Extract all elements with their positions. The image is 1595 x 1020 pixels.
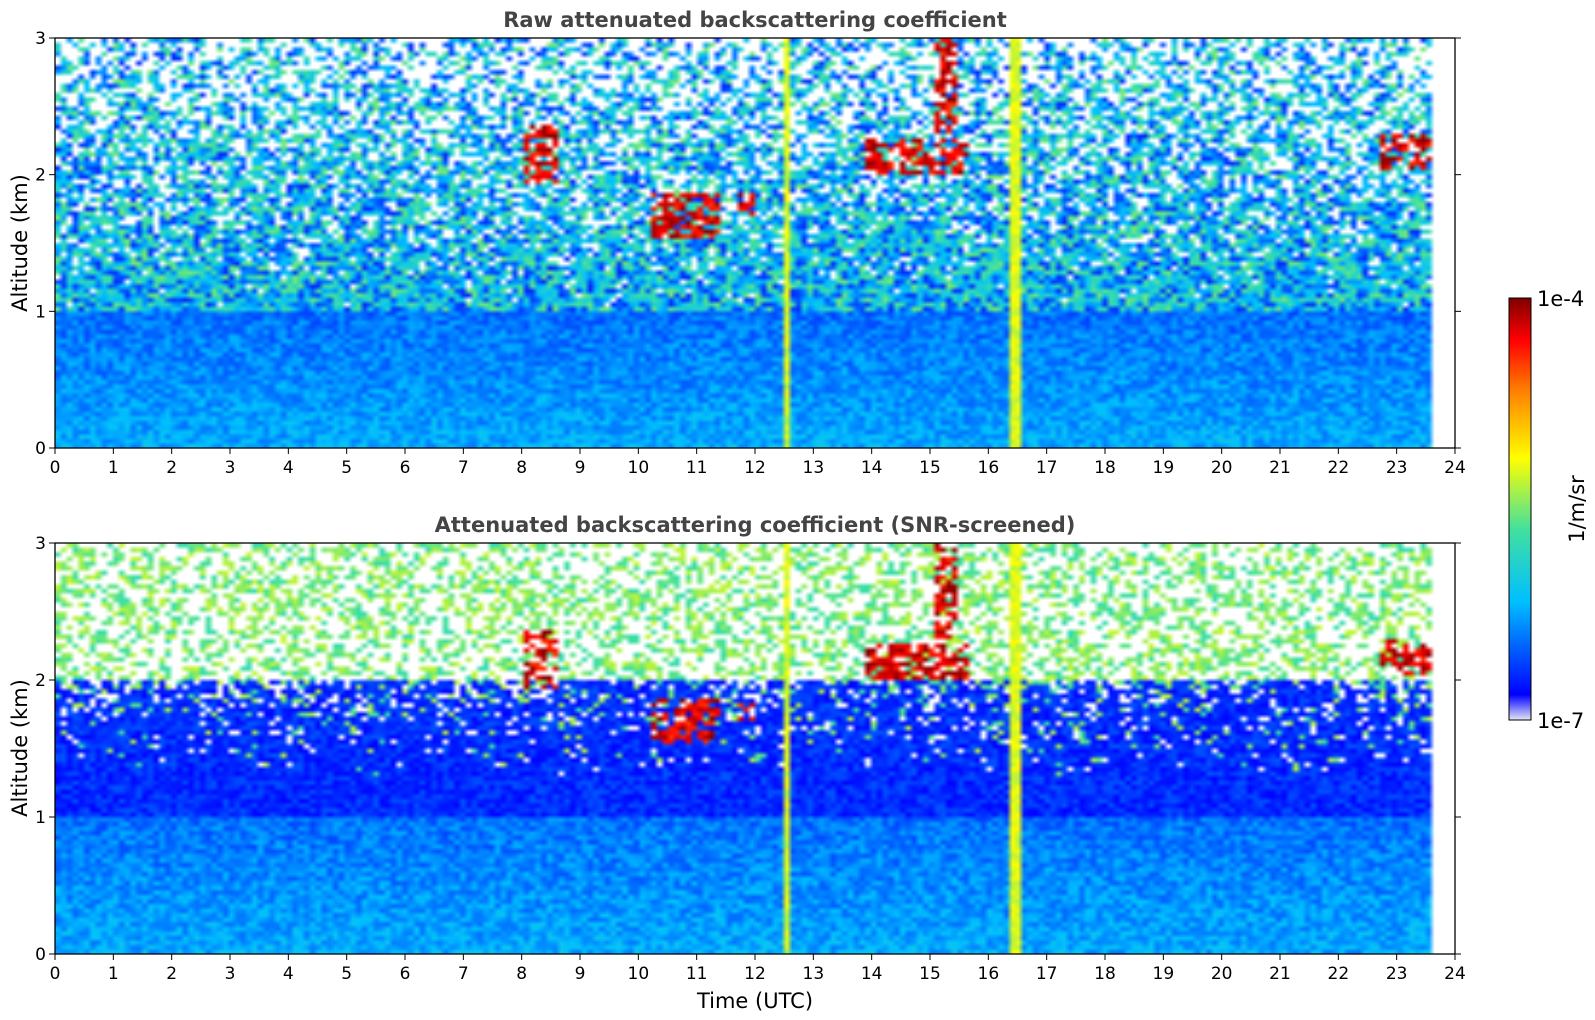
x-tick-label: 22 <box>1328 458 1350 478</box>
panel-screened: Attenuated backscattering coefficient (S… <box>8 513 1466 1013</box>
x-tick-label: 24 <box>1444 458 1466 478</box>
x-tick-label: 22 <box>1328 964 1350 984</box>
x-tick-label: 19 <box>1153 458 1175 478</box>
colorbar-max-label: 1e-4 <box>1537 287 1584 311</box>
x-tick-label: 17 <box>1036 458 1058 478</box>
x-tick-label: 0 <box>50 964 61 984</box>
x-tick-label: 12 <box>744 458 766 478</box>
x-tick-label: 4 <box>283 458 294 478</box>
x-tick-label: 10 <box>628 964 650 984</box>
panel-raw-y-ticks: 0 1 2 3 <box>35 29 1461 459</box>
x-tick-label: 6 <box>400 458 411 478</box>
x-tick-label: 7 <box>458 458 469 478</box>
x-tick-label: 8 <box>516 964 527 984</box>
y-tick-label: 0 <box>35 439 46 459</box>
x-tick-label: 20 <box>1211 458 1233 478</box>
x-tick-label: 23 <box>1386 458 1408 478</box>
colorbar: 1e-4 1e-7 1/m/sr <box>1508 287 1589 733</box>
panel-raw: Raw attenuated backscattering coefficien… <box>8 8 1466 478</box>
x-tick-label: 15 <box>919 458 941 478</box>
x-tick-label: 14 <box>861 964 883 984</box>
x-tick-label: 16 <box>978 458 1000 478</box>
colorbar-gradient <box>1508 297 1532 721</box>
x-tick-label: 5 <box>341 458 352 478</box>
x-tick-label: 0 <box>50 458 61 478</box>
y-tick-label: 1 <box>35 302 46 322</box>
x-tick-label: 6 <box>400 964 411 984</box>
x-tick-label: 13 <box>803 964 825 984</box>
panel-raw-y-label: Altitude (km) <box>8 174 32 312</box>
x-tick-label: 17 <box>1036 964 1058 984</box>
y-tick-label: 3 <box>35 534 46 554</box>
x-tick-label: 3 <box>225 964 236 984</box>
x-tick-label: 19 <box>1153 964 1175 984</box>
panel-screened-x-ticks: 0 1 2 3 4 5 6 7 8 9 10 11 12 13 14 15 16 17 18 19 20 21 22 23 24 <box>50 954 1466 984</box>
panel-raw-x-ticks: 0 1 2 3 4 5 6 7 8 9 10 11 12 13 14 15 16 17 18 19 20 21 22 23 24 <box>50 448 1466 478</box>
x-tick-label: 24 <box>1444 964 1466 984</box>
x-tick-label: 23 <box>1386 964 1408 984</box>
x-tick-label: 21 <box>1269 458 1291 478</box>
panel-raw-heatmap <box>55 38 1444 448</box>
panel-screened-x-label: Time (UTC) <box>696 989 813 1013</box>
x-tick-label: 14 <box>861 458 883 478</box>
y-tick-label: 2 <box>35 671 46 691</box>
panel-screened-y-ticks: 0 1 2 3 <box>35 534 1461 965</box>
x-tick-label: 5 <box>341 964 352 984</box>
x-tick-label: 3 <box>225 458 236 478</box>
panel-raw-title: Raw attenuated backscattering coefficien… <box>503 8 1007 32</box>
heatmap-image <box>55 543 1444 954</box>
y-tick-label: 0 <box>35 945 46 965</box>
x-tick-label: 18 <box>1094 458 1116 478</box>
x-tick-label: 8 <box>516 458 527 478</box>
x-tick-label: 2 <box>166 458 177 478</box>
y-tick-label: 2 <box>35 166 46 186</box>
x-tick-label: 13 <box>803 458 825 478</box>
x-tick-label: 1 <box>108 964 119 984</box>
panel-screened-title: Attenuated backscattering coefficient (S… <box>435 513 1076 537</box>
y-tick-label: 3 <box>35 29 46 49</box>
x-tick-label: 7 <box>458 964 469 984</box>
x-tick-label: 11 <box>686 964 708 984</box>
x-tick-label: 21 <box>1269 964 1291 984</box>
x-tick-label: 2 <box>166 964 177 984</box>
x-tick-label: 20 <box>1211 964 1233 984</box>
x-tick-label: 16 <box>978 964 1000 984</box>
x-tick-label: 1 <box>108 458 119 478</box>
x-tick-label: 9 <box>575 458 586 478</box>
colorbar-min-label: 1e-7 <box>1537 709 1584 733</box>
x-tick-label: 9 <box>575 964 586 984</box>
heatmap-image <box>55 38 1444 448</box>
x-tick-label: 15 <box>919 964 941 984</box>
x-tick-label: 4 <box>283 964 294 984</box>
panel-screened-y-label: Altitude (km) <box>8 679 32 817</box>
x-tick-label: 11 <box>686 458 708 478</box>
x-tick-label: 12 <box>744 964 766 984</box>
y-tick-label: 1 <box>35 808 46 828</box>
panel-screened-heatmap <box>55 543 1444 954</box>
x-tick-label: 18 <box>1094 964 1116 984</box>
colorbar-unit-label: 1/m/sr <box>1565 475 1589 543</box>
x-tick-label: 10 <box>628 458 650 478</box>
